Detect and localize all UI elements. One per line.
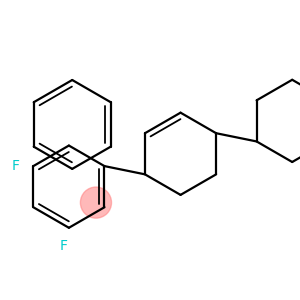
Text: F: F — [59, 239, 67, 253]
Text: F: F — [12, 159, 20, 173]
Circle shape — [80, 187, 112, 218]
